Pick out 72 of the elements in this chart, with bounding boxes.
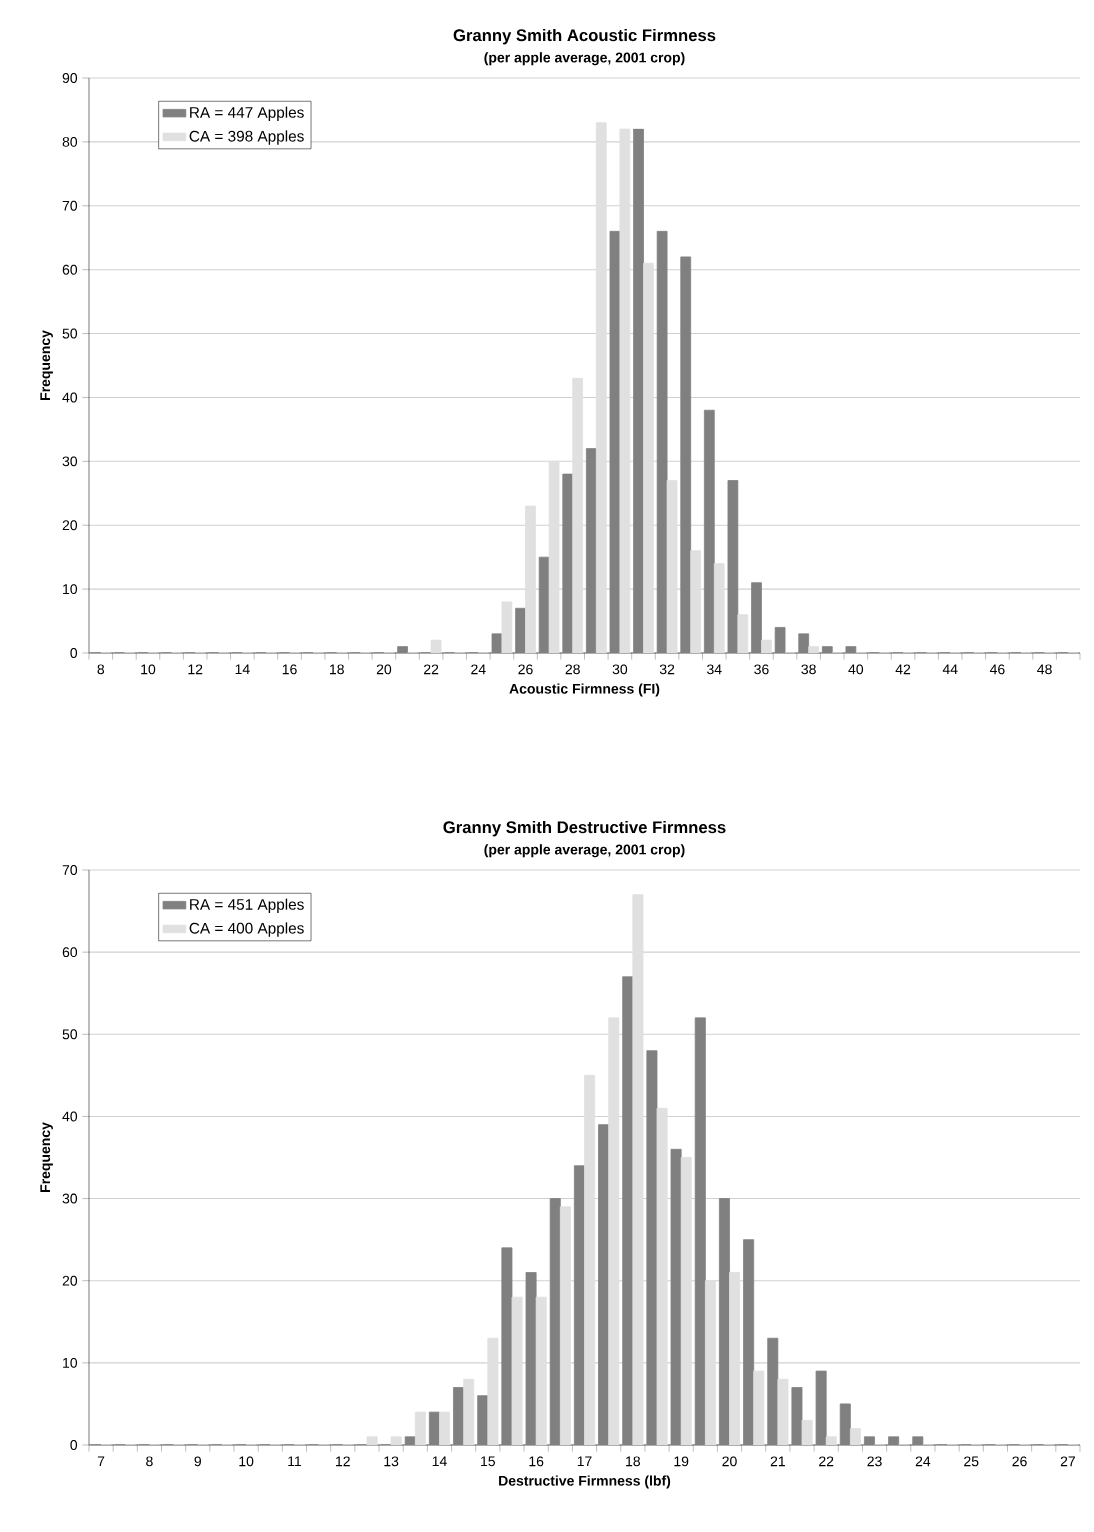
- y-tick-label: 0: [70, 1440, 78, 1450]
- y-tick-label: 20: [62, 520, 78, 531]
- x-tick-label: 22: [819, 1456, 834, 1467]
- x-tick-label: 26: [1012, 1456, 1027, 1467]
- chart-title: Granny Smith Destructive Firmness: [443, 820, 726, 837]
- x-tick-label: 15: [481, 1456, 496, 1467]
- x-tick-label: 17: [577, 1456, 592, 1467]
- x-tick-label: 25: [964, 1456, 979, 1467]
- y-tick-label: 80: [62, 136, 78, 147]
- x-tick-label: 36: [754, 664, 769, 675]
- x-tick-label: 13: [384, 1456, 399, 1467]
- y-tick-label: 40: [62, 1111, 78, 1122]
- y-tick-label: 70: [62, 865, 78, 875]
- x-tick-label: 20: [376, 664, 392, 675]
- x-tick-label: 24: [471, 664, 486, 675]
- x-tick-label: 10: [141, 664, 156, 675]
- y-tick-label: 10: [63, 584, 78, 595]
- x-tick-label: 22: [424, 664, 439, 675]
- x-tick-label: 8: [146, 1456, 153, 1467]
- y-tick-label: 50: [62, 328, 78, 339]
- y-tick-label: 0: [70, 648, 78, 658]
- x-tick-label: 14: [235, 664, 250, 674]
- legend-label: RA = 447 Apples: [190, 106, 304, 121]
- x-tick-label: 12: [188, 664, 203, 675]
- y-tick-label: 30: [62, 1193, 78, 1204]
- y-axis-title: Frequency: [40, 330, 53, 400]
- x-tick-label: 28: [565, 664, 580, 675]
- y-axis-title: Frequency: [40, 1122, 53, 1192]
- x-tick-label: 46: [989, 664, 1005, 675]
- x-tick-label: 16: [529, 1456, 544, 1467]
- y-tick-label: 30: [62, 456, 78, 467]
- x-tick-label: 34: [707, 664, 722, 675]
- x-tick-label: 40: [848, 664, 864, 675]
- x-tick-label: 21: [770, 1456, 785, 1467]
- y-tick-label: 10: [63, 1357, 78, 1368]
- x-tick-label: 10: [239, 1456, 254, 1467]
- x-tick-label: 26: [518, 664, 533, 675]
- y-tick-label: 60: [62, 947, 78, 958]
- x-axis-title: Acoustic Firmness (FI): [509, 683, 660, 697]
- x-tick-label: 9: [194, 1456, 201, 1467]
- y-tick-label: 90: [62, 73, 78, 83]
- x-tick-label: 30: [612, 664, 628, 675]
- x-tick-label: 27: [1060, 1456, 1075, 1467]
- y-tick-label: 50: [62, 1029, 78, 1040]
- x-tick-label: 24: [915, 1456, 931, 1467]
- x-tick-label: 48: [1037, 664, 1052, 675]
- legend-label: CA = 398 Apples: [189, 130, 304, 145]
- chart-subtitle: (per apple average, 2001 crop): [484, 52, 685, 66]
- x-tick-label: 12: [336, 1456, 350, 1467]
- x-tick-label: 42: [895, 664, 911, 675]
- x-tick-label: 8: [97, 664, 105, 675]
- y-tick-label: 20: [62, 1275, 78, 1286]
- chart-subtitle: (per apple average, 2001 crop): [484, 844, 685, 858]
- y-tick-label: 70: [62, 200, 78, 211]
- x-tick-label: 11: [288, 1456, 302, 1467]
- x-tick-label: 14: [432, 1456, 447, 1467]
- x-tick-label: 19: [674, 1456, 689, 1467]
- x-tick-label: 44: [942, 664, 958, 674]
- x-tick-label: 38: [801, 664, 816, 675]
- x-tick-label: 18: [330, 664, 344, 675]
- x-tick-label: 23: [867, 1456, 882, 1467]
- x-tick-label: 32: [659, 664, 675, 675]
- x-tick-label: 20: [722, 1456, 737, 1467]
- y-tick-label: 60: [62, 264, 78, 275]
- legend-label: RA = 451 Apples: [190, 898, 304, 913]
- x-tick-label: 7: [97, 1456, 105, 1467]
- legend-label: CA = 400 Apples: [189, 922, 304, 937]
- x-tick-label: 16: [282, 664, 297, 675]
- x-tick-label: 18: [626, 1456, 641, 1467]
- chart-title: Granny Smith Acoustic Firmness: [453, 28, 716, 45]
- x-axis-title: Destructive Firmness (lbf): [499, 1475, 671, 1489]
- y-tick-label: 40: [62, 392, 78, 403]
